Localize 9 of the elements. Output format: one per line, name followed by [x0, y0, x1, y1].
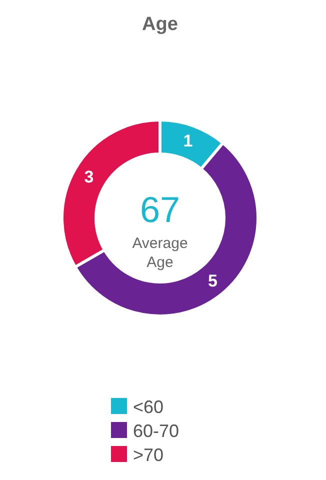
legend-label: >70 [133, 445, 164, 465]
text: 67 [140, 189, 180, 230]
data-label: 5 [208, 271, 218, 290]
text: Average Age [132, 235, 188, 271]
legend-label: 60-70 [133, 421, 180, 441]
chart-title: Age [142, 14, 178, 35]
legend-label: <60 [133, 397, 164, 417]
data-label: 3 [84, 168, 94, 186]
data-label: 1 [183, 131, 193, 150]
